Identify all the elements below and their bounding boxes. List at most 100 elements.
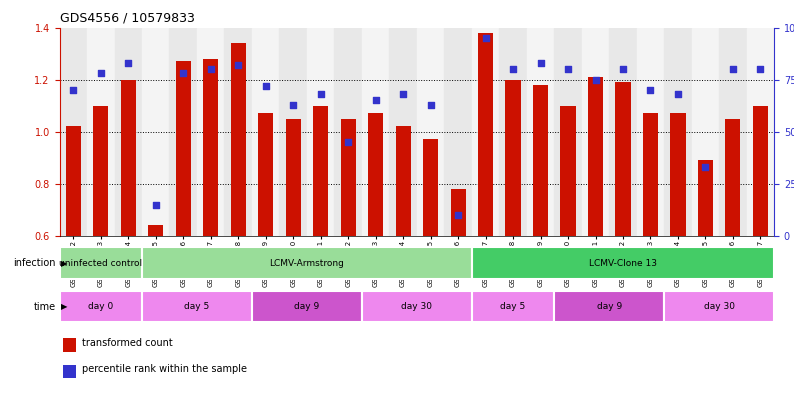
Point (314, 91, 327, 97)
Text: day 5: day 5 (500, 302, 526, 311)
Bar (719, 28, 746, 236)
Bar (362, 290, 472, 322)
Text: percentile rank within the sample: percentile rank within the sample (83, 364, 248, 374)
Text: infection: infection (13, 258, 56, 268)
Bar (258, 114, 273, 236)
Point (287, 101, 299, 108)
Bar (554, 28, 582, 236)
Bar (60, 248, 142, 279)
Point (122, 60, 135, 66)
Bar (665, 28, 692, 236)
Bar (334, 28, 362, 236)
Text: day 5: day 5 (184, 302, 210, 311)
Text: LCMV-Armstrong: LCMV-Armstrong (269, 259, 345, 268)
Point (177, 70, 190, 77)
Bar (60, 28, 87, 236)
Text: uninfected control: uninfected control (60, 259, 142, 268)
Bar (395, 127, 410, 236)
Point (644, 87, 657, 93)
Bar (93, 106, 108, 236)
Point (149, 201, 162, 208)
Bar (60, 290, 142, 322)
Bar (252, 290, 362, 322)
Point (672, 91, 684, 97)
Point (397, 91, 410, 97)
Bar (746, 28, 774, 236)
Point (341, 139, 354, 145)
Point (727, 66, 739, 72)
Bar (582, 28, 609, 236)
Point (452, 212, 464, 218)
Text: ▶: ▶ (61, 302, 67, 311)
Text: day 30: day 30 (401, 302, 433, 311)
Bar (252, 28, 279, 236)
Bar (609, 28, 637, 236)
Point (204, 66, 217, 72)
Text: ▶: ▶ (61, 259, 67, 268)
Bar (643, 114, 658, 236)
Text: day 0: day 0 (88, 302, 114, 311)
Bar (445, 28, 472, 236)
Text: transformed count: transformed count (83, 338, 173, 348)
Bar (313, 106, 328, 236)
Bar (472, 28, 499, 236)
Bar (142, 248, 472, 279)
Bar (87, 28, 114, 236)
Bar (197, 28, 225, 236)
Bar (472, 248, 774, 279)
Bar (279, 28, 307, 236)
Point (617, 66, 630, 72)
Bar (533, 85, 548, 236)
Bar (307, 28, 334, 236)
Bar (615, 82, 630, 236)
Bar (142, 28, 169, 236)
Bar (169, 28, 197, 236)
Bar (588, 77, 603, 236)
Point (232, 62, 245, 68)
Bar (362, 28, 389, 236)
Bar (499, 28, 526, 236)
Bar (114, 28, 142, 236)
Bar (665, 290, 774, 322)
Bar (286, 119, 301, 236)
Bar (670, 114, 685, 236)
Bar (478, 33, 493, 236)
Bar (203, 59, 218, 236)
Bar (450, 189, 465, 236)
Point (369, 97, 382, 103)
Bar (554, 290, 665, 322)
Text: day 30: day 30 (703, 302, 734, 311)
Bar (66, 127, 81, 236)
Bar (64, 365, 76, 378)
Bar (726, 119, 741, 236)
Point (561, 66, 574, 72)
Bar (225, 28, 252, 236)
Bar (637, 28, 665, 236)
Bar (506, 79, 521, 236)
Text: time: time (33, 301, 56, 312)
Point (260, 83, 272, 89)
Point (699, 164, 711, 170)
Point (480, 35, 492, 41)
Point (589, 76, 602, 83)
Bar (417, 28, 445, 236)
Bar (692, 28, 719, 236)
Text: GDS4556 / 10579833: GDS4556 / 10579833 (60, 12, 195, 25)
Point (424, 101, 437, 108)
Point (94, 70, 107, 77)
Point (754, 66, 767, 72)
Point (507, 66, 519, 72)
Bar (561, 106, 576, 236)
Bar (142, 290, 252, 322)
Text: day 9: day 9 (596, 302, 622, 311)
Bar (472, 290, 554, 322)
Bar (753, 106, 768, 236)
Text: LCMV-Clone 13: LCMV-Clone 13 (589, 259, 657, 268)
Bar (230, 43, 246, 236)
Point (67, 87, 79, 93)
Bar (368, 114, 384, 236)
Bar (64, 338, 76, 352)
Bar (121, 79, 136, 236)
Bar (423, 140, 438, 236)
Bar (148, 225, 164, 236)
